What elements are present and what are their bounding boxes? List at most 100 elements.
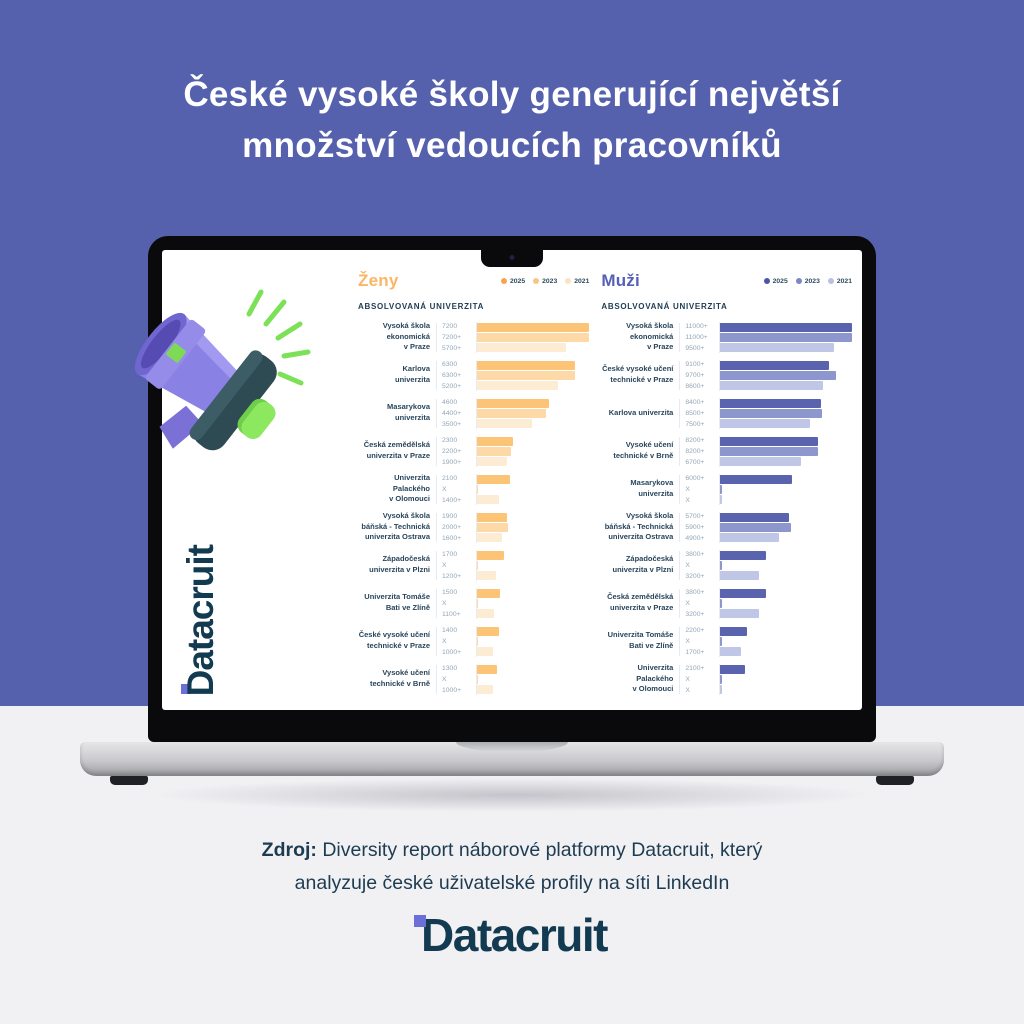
value-label: X	[685, 675, 690, 683]
value-labels: 5700+ 5900+ 4900+	[685, 511, 719, 544]
value-label: X	[442, 599, 447, 607]
bar-2021	[720, 646, 741, 656]
value-label: X	[685, 485, 690, 493]
university-row: Univerzita Tomáše Bati ve Zlíně 1500 X 1100+	[358, 584, 589, 622]
value-label: 2100+	[685, 664, 705, 672]
webcam-icon	[509, 255, 515, 260]
bar-2021	[477, 608, 495, 618]
value-label: 8600+	[685, 382, 705, 390]
bar-2023	[477, 408, 546, 418]
value-label: 1400	[442, 626, 458, 634]
divider-line	[678, 398, 680, 428]
university-row: Masarykova univerzita 4600 4400+ 3500+	[358, 394, 589, 432]
bar-2021	[720, 684, 723, 694]
value-label: X	[685, 561, 690, 569]
value-label: 11000+	[685, 333, 708, 341]
bar-group	[476, 435, 589, 467]
value-labels: 2100+ X X	[685, 663, 719, 696]
bar-2021	[720, 608, 759, 618]
divider-line	[678, 512, 680, 542]
bar-group	[476, 511, 589, 543]
bar-2021	[477, 418, 532, 428]
laptop-lid-indent	[456, 742, 568, 752]
legend-item-2025: 2025	[763, 278, 788, 285]
value-label: 1500	[442, 588, 458, 596]
laptop-base	[80, 742, 944, 776]
value-label: 2000+	[442, 523, 462, 531]
bar-2023	[477, 332, 590, 342]
bar-group	[719, 397, 852, 429]
university-name: Univerzita Palackého v Olomouci	[389, 472, 430, 504]
bar-2025	[720, 360, 830, 370]
divider-line	[678, 436, 680, 466]
bar-2023	[720, 446, 819, 456]
university-name: Česká zemědělská univerzita v Praze	[607, 592, 674, 612]
legend-label: 2023	[542, 277, 558, 285]
legend-label: 2021	[836, 277, 852, 285]
bar-group	[476, 359, 589, 391]
value-label: 1700	[442, 550, 458, 558]
bar-2023	[477, 636, 479, 646]
value-labels: 8200+ 8200+ 6700+	[685, 435, 719, 468]
bar-group	[476, 587, 589, 619]
value-label: 5700+	[442, 344, 462, 352]
value-label: 1000+	[442, 686, 462, 694]
bar-group	[476, 663, 589, 695]
bar-2025	[477, 626, 499, 636]
university-name: Západočeská univerzita v Plzni	[612, 554, 674, 574]
column-header: ABSOLVOVANÁ UNIVERZITA	[601, 302, 728, 311]
bar-2023	[477, 370, 576, 380]
bar-group	[476, 625, 589, 657]
value-label: 1900+	[442, 458, 462, 466]
bar-group	[719, 625, 852, 657]
bar-2025	[720, 664, 746, 674]
value-label: 7200	[442, 322, 458, 330]
chart-rows: Vysoká škola ekonomická v Praze 11000+ 11000…	[601, 318, 852, 698]
divider-line	[435, 664, 437, 694]
university-row: Univerzita Tomáše Bati ve Zlíně 2200+ X 1700…	[601, 622, 852, 660]
legend-dot-icon	[565, 278, 572, 284]
bar-2025	[477, 360, 576, 370]
value-labels: 2300 2200+ 1900+	[442, 435, 476, 468]
legend-dot-icon	[500, 278, 507, 284]
panel-header: Ženy 2025 2023 2021	[358, 270, 589, 292]
university-name: Masarykova univerzita	[630, 478, 674, 498]
bar-2023	[477, 484, 479, 494]
value-label: 4600	[442, 398, 458, 406]
university-name: Vysoká škola ekonomická v Praze	[626, 320, 674, 352]
chart-rows: Vysoká škola ekonomická v Praze 7200 7200+ 57…	[358, 318, 590, 698]
bar-2021	[477, 570, 496, 580]
bar-group	[476, 321, 590, 353]
value-labels: 6300 6300+ 5200+	[442, 359, 476, 392]
value-labels: 7200 7200+ 5700+	[442, 321, 476, 354]
value-labels: 1700 X 1200+	[442, 549, 476, 582]
divider-line	[435, 436, 437, 466]
value-label: 8200+	[685, 447, 705, 455]
value-label: 4400+	[442, 409, 462, 417]
value-label: X	[685, 599, 690, 607]
divider-line	[678, 322, 680, 352]
chart-legend-men: 2025 2023 2021	[763, 277, 852, 285]
bar-group	[476, 397, 589, 429]
university-row: Vysoké učení technické v Brně 8200+ 8200+ 67…	[601, 432, 852, 470]
legend-label: 2025	[509, 277, 526, 285]
value-label: 8200+	[685, 436, 705, 444]
divider-line	[435, 398, 437, 428]
university-name: Vysoká škola báňská - Technická univerzita…	[604, 510, 674, 542]
value-labels: 3800+ X 3200+	[685, 549, 719, 582]
university-row: Vysoké učení technické v Brně 1300 X 1000+	[358, 660, 589, 698]
divider-line	[678, 664, 680, 694]
value-label: 5900+	[685, 523, 705, 531]
brand-logo-text: Datacruit	[421, 909, 608, 961]
bar-2023	[477, 522, 509, 532]
bar-2025	[477, 588, 501, 598]
value-label: 7200+	[442, 333, 462, 341]
bar-2025	[720, 550, 766, 560]
panel-header: Muži 2025 2023 2021	[601, 270, 852, 292]
divider-line	[435, 550, 437, 580]
bar-2021	[720, 532, 779, 542]
university-name: Vysoká škola ekonomická v Praze	[382, 320, 430, 352]
legend-item-2021: 2021	[827, 277, 852, 285]
bar-2023	[720, 408, 823, 418]
